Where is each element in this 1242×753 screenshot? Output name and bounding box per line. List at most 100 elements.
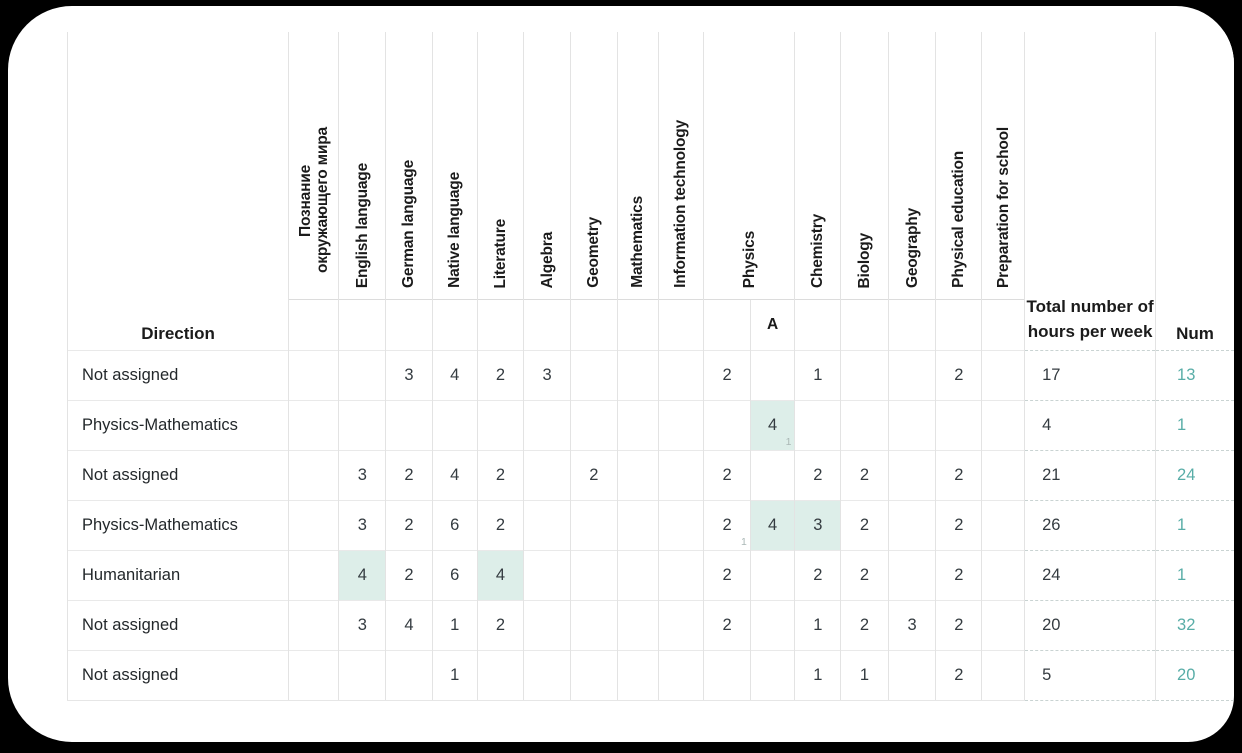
hours-cell-native[interactable]: [431, 400, 478, 451]
hours-cell-geometry[interactable]: [569, 550, 618, 601]
hours-cell-it[interactable]: [657, 650, 704, 701]
hours-cell-pe[interactable]: 2: [935, 550, 982, 601]
hours-cell-biology[interactable]: 2: [840, 500, 889, 551]
hours-cell-native[interactable]: 1: [431, 650, 478, 701]
hours-cell-physics[interactable]: [703, 650, 751, 701]
hours-cell-pozn[interactable]: [288, 500, 339, 551]
hours-cell-physics_a[interactable]: 4: [749, 500, 795, 551]
hours-cell-geography[interactable]: [887, 550, 936, 601]
hours-cell-algebra[interactable]: [523, 450, 571, 501]
hours-cell-prep[interactable]: [981, 600, 1025, 651]
hours-cell-physics[interactable]: [703, 400, 751, 451]
hours-cell-pozn[interactable]: [288, 650, 339, 701]
hours-cell-biology[interactable]: [840, 400, 889, 451]
hours-cell-pe[interactable]: 2: [935, 600, 982, 651]
hours-cell-geometry[interactable]: [569, 500, 618, 551]
hours-cell-physics[interactable]: 2: [703, 600, 751, 651]
hours-cell-chemistry[interactable]: 2: [794, 550, 841, 601]
hours-cell-pe[interactable]: 2: [935, 450, 982, 501]
hours-cell-literature[interactable]: 2: [476, 350, 524, 401]
hours-cell-physics_a[interactable]: [749, 650, 795, 701]
hours-cell-prep[interactable]: [981, 550, 1025, 601]
hours-cell-geography[interactable]: [887, 500, 936, 551]
hours-cell-geography[interactable]: 3: [887, 600, 936, 651]
hours-cell-physics[interactable]: 2: [703, 350, 751, 401]
hours-cell-geography[interactable]: [887, 400, 936, 451]
hours-cell-german[interactable]: [385, 650, 433, 701]
hours-cell-pozn[interactable]: [288, 550, 339, 601]
hours-cell-chemistry[interactable]: 3: [794, 500, 841, 551]
hours-cell-physics_a[interactable]: [749, 450, 795, 501]
hours-cell-native[interactable]: 4: [431, 450, 478, 501]
hours-cell-mathematics[interactable]: [616, 500, 659, 551]
hours-cell-english[interactable]: [338, 350, 386, 401]
hours-cell-literature[interactable]: [476, 400, 524, 451]
hours-cell-biology[interactable]: 2: [840, 450, 889, 501]
hours-cell-it[interactable]: [657, 400, 704, 451]
hours-cell-it[interactable]: [657, 600, 704, 651]
hours-cell-algebra[interactable]: [523, 550, 571, 601]
hours-cell-literature[interactable]: 2: [476, 600, 524, 651]
hours-cell-german[interactable]: 2: [385, 550, 433, 601]
hours-cell-literature[interactable]: 2: [476, 500, 524, 551]
hours-cell-it[interactable]: [657, 550, 704, 601]
hours-cell-it[interactable]: [657, 350, 704, 401]
hours-cell-pe[interactable]: 2: [935, 650, 982, 701]
hours-cell-mathematics[interactable]: [616, 600, 659, 651]
hours-cell-algebra[interactable]: [523, 500, 571, 551]
hours-cell-mathematics[interactable]: [616, 400, 659, 451]
hours-cell-pe[interactable]: [935, 400, 982, 451]
hours-cell-pozn[interactable]: [288, 350, 339, 401]
hours-cell-prep[interactable]: [981, 350, 1025, 401]
hours-cell-german[interactable]: 2: [385, 450, 433, 501]
hours-cell-native[interactable]: 6: [431, 500, 478, 551]
hours-cell-mathematics[interactable]: [616, 350, 659, 401]
hours-cell-physics[interactable]: 2: [703, 450, 751, 501]
hours-cell-literature[interactable]: 4: [476, 550, 524, 601]
hours-cell-chemistry[interactable]: 1: [794, 350, 841, 401]
hours-cell-geometry[interactable]: [569, 350, 618, 401]
hours-cell-algebra[interactable]: 3: [523, 350, 571, 401]
hours-cell-german[interactable]: [385, 400, 433, 451]
hours-cell-native[interactable]: 1: [431, 600, 478, 651]
hours-cell-english[interactable]: 3: [338, 600, 386, 651]
hours-cell-pozn[interactable]: [288, 450, 339, 501]
hours-cell-physics_a[interactable]: [749, 600, 795, 651]
hours-cell-chemistry[interactable]: 1: [794, 650, 841, 701]
hours-cell-pozn[interactable]: [288, 400, 339, 451]
hours-cell-prep[interactable]: [981, 400, 1025, 451]
hours-cell-physics_a[interactable]: [749, 550, 795, 601]
hours-cell-geography[interactable]: [887, 450, 936, 501]
hours-cell-german[interactable]: 2: [385, 500, 433, 551]
hours-cell-prep[interactable]: [981, 500, 1025, 551]
hours-cell-german[interactable]: 3: [385, 350, 433, 401]
hours-cell-geography[interactable]: [887, 650, 936, 701]
hours-cell-biology[interactable]: [840, 350, 889, 401]
hours-cell-pe[interactable]: 2: [935, 500, 982, 551]
hours-cell-literature[interactable]: [476, 650, 524, 701]
hours-cell-algebra[interactable]: [523, 600, 571, 651]
hours-cell-physics_a[interactable]: [749, 350, 795, 401]
hours-cell-native[interactable]: 4: [431, 350, 478, 401]
hours-cell-mathematics[interactable]: [616, 450, 659, 501]
hours-cell-mathematics[interactable]: [616, 650, 659, 701]
hours-cell-algebra[interactable]: [523, 400, 571, 451]
hours-cell-literature[interactable]: 2: [476, 450, 524, 501]
hours-cell-pe[interactable]: 2: [935, 350, 982, 401]
hours-cell-english[interactable]: 3: [338, 500, 386, 551]
hours-cell-geography[interactable]: [887, 350, 936, 401]
hours-cell-english[interactable]: [338, 650, 386, 701]
hours-cell-chemistry[interactable]: 1: [794, 600, 841, 651]
hours-cell-geometry[interactable]: [569, 650, 618, 701]
hours-cell-biology[interactable]: 2: [840, 600, 889, 651]
hours-cell-english[interactable]: 3: [338, 450, 386, 501]
hours-cell-english[interactable]: 4: [338, 550, 386, 601]
hours-cell-english[interactable]: [338, 400, 386, 451]
hours-cell-algebra[interactable]: [523, 650, 571, 701]
hours-cell-prep[interactable]: [981, 650, 1025, 701]
hours-cell-pozn[interactable]: [288, 600, 339, 651]
hours-cell-chemistry[interactable]: 2: [794, 450, 841, 501]
hours-cell-it[interactable]: [657, 450, 704, 501]
